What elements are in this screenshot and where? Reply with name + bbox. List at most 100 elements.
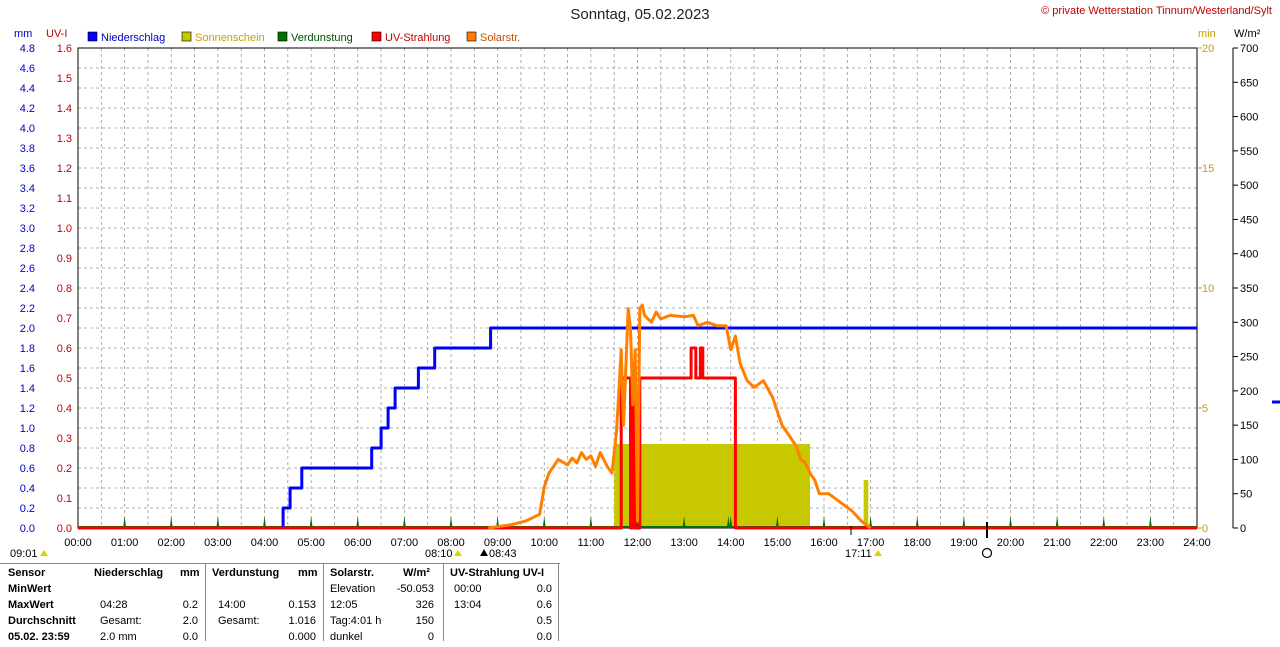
stats-cell-u_val: 0.5 (536, 615, 552, 627)
verdunstung-marker (123, 516, 127, 528)
stats-separator-2 (323, 564, 324, 641)
stats-cell-s_val: 326 (415, 599, 434, 611)
header-wm2: W/m² (403, 567, 430, 579)
stats-cell-s_lbl: Elevation (330, 583, 376, 595)
wm2-tick-label: 400 (1240, 249, 1258, 261)
axis-title-uv: UV-I (46, 28, 67, 40)
stats-cell-n_val: 2.0 (182, 615, 198, 627)
uv-tick-label: 0.0 (57, 523, 72, 535)
verdunstung-marker (915, 516, 919, 528)
uv-tick-label: 1.6 (57, 43, 72, 55)
x-tick-label: 15:00 (764, 537, 792, 549)
uv-tick-label: 0.2 (57, 463, 72, 475)
stats-cell-s_val: -50.053 (396, 583, 434, 595)
wm2-tick-label: 550 (1240, 146, 1258, 158)
moon-phase-icon (981, 547, 993, 559)
mm-tick-label: 1.2 (20, 403, 35, 415)
stats-cell-label: MaxWert (8, 599, 54, 611)
stats-row: Durchschnitt Gesamt: 2.0 Gesamt: 1.016 Tag:4:… (0, 615, 560, 631)
legend-entry: UV-Strahlung (385, 32, 450, 44)
legend-entry: Verdunstung (291, 32, 353, 44)
stats-cell-n_val: 0.0 (182, 631, 198, 643)
chart-title: Sonntag, 05.02.2023 (570, 6, 710, 23)
stats-row: MinWert Elevation -50.053 00:00 0.0 (0, 583, 560, 599)
sunshine-bar (639, 444, 811, 528)
verdunstung-marker (449, 516, 453, 528)
min-tick-label: 5 (1202, 403, 1208, 415)
mm-tick-label: 3.0 (20, 223, 35, 235)
x-tick-label: 06:00 (344, 537, 372, 549)
uv-tick-label: 0.6 (57, 343, 72, 355)
x-tick-label: 18:00 (903, 537, 931, 549)
x-tick-label: 22:00 (1090, 537, 1118, 549)
uv-tick-label: 1.1 (57, 193, 72, 205)
stats-cell-u_val: 0.6 (536, 599, 552, 611)
stats-cell-n_time: 04:28 (100, 599, 128, 611)
x-tick-label: 03:00 (204, 537, 232, 549)
wm2-tick-label: 250 (1240, 352, 1258, 364)
min-tick-label: 20 (1202, 43, 1214, 55)
verdunstung-marker (542, 516, 546, 528)
uv-tick-label: 0.8 (57, 283, 72, 295)
mm-tick-label: 0.2 (20, 503, 35, 515)
series-line-uv (78, 346, 1197, 530)
stats-separator-4 (558, 564, 559, 641)
header-sensor: Sensor (8, 567, 46, 579)
verdunstung-marker (309, 516, 313, 528)
stats-header-row: Sensor Niederschlag mm Verdunstung mm So… (0, 567, 560, 583)
mm-tick-label: 3.6 (20, 163, 35, 175)
noon-label: 08:43 (489, 548, 517, 560)
min-tick-label: 15 (1202, 163, 1214, 175)
x-tick-label: 01:00 (111, 537, 139, 549)
verdunstung-marker (1102, 516, 1106, 528)
uv-tick-label: 1.4 (57, 103, 72, 115)
sunrise-prev-label: 09:01 (10, 548, 38, 560)
mm-tick-label: 1.6 (20, 363, 35, 375)
verdunstung-marker (962, 516, 966, 528)
verdunstung-marker (356, 516, 360, 528)
stats-cell-v_val: 0.000 (288, 631, 316, 643)
wm2-tick-label: 500 (1240, 180, 1258, 192)
stats-row: MaxWert 04:28 0.2 14:00 0.153 12:05 326 13:04 0.… (0, 599, 560, 615)
x-tick-label: 13:00 (670, 537, 698, 549)
legend-entry: Sonnenschein (195, 32, 265, 44)
sunrise-label: 08:10 (425, 548, 453, 560)
axis-title-wm2: W/m² (1234, 28, 1261, 40)
mm-tick-label: 1.0 (20, 423, 35, 435)
legend-swatch (87, 31, 98, 42)
uv-tick-label: 1.0 (57, 223, 72, 235)
verdunstung-marker (1055, 516, 1059, 528)
wm2-tick-label: 600 (1240, 112, 1258, 124)
wm2-tick-label: 650 (1240, 77, 1258, 89)
legend-swatch (181, 31, 192, 42)
wm2-tick-label: 0 (1240, 523, 1246, 535)
verdunstung-marker (263, 516, 266, 528)
uv-tick-label: 1.3 (57, 133, 72, 145)
mm-tick-label: 4.6 (20, 63, 35, 75)
weather-chart: mm UV-I min W/m² Niederschlag Sonnenschein Ver… (10, 28, 1280, 560)
mm-tick-label: 3.8 (20, 143, 35, 155)
mm-tick-label: 0.0 (20, 523, 35, 535)
uv-tick-label: 1.2 (57, 163, 72, 175)
mm-tick-label: 2.2 (20, 303, 35, 315)
verdunstung-marker (402, 516, 406, 528)
verdunstung-marker (169, 516, 173, 528)
verdunstung-marker (869, 516, 873, 528)
mm-tick-label: 3.4 (20, 183, 35, 195)
mm-tick-label: 2.8 (20, 243, 35, 255)
stats-top-separator (0, 563, 560, 564)
stats-cell-u_val: 0.0 (536, 631, 552, 643)
x-tick-label: 05:00 (297, 537, 325, 549)
verdunstung-marker (775, 516, 779, 528)
verdunstung-marker (682, 516, 686, 528)
stats-cell-n_val: 0.2 (182, 599, 198, 611)
x-tick-label: 11:00 (578, 537, 605, 549)
stats-cell-label: 05.02. 23:59 (8, 631, 70, 643)
mm-tick-label: 1.8 (20, 343, 35, 355)
series-line-solar (488, 303, 872, 530)
stats-cell-s_lbl: Tag:4:01 h (330, 615, 382, 627)
verdunstung-marker (729, 516, 733, 528)
sunset-marker-icon (874, 550, 882, 556)
stats-cell-s_val: 150 (415, 615, 434, 627)
sun-marker-icon (40, 550, 48, 556)
